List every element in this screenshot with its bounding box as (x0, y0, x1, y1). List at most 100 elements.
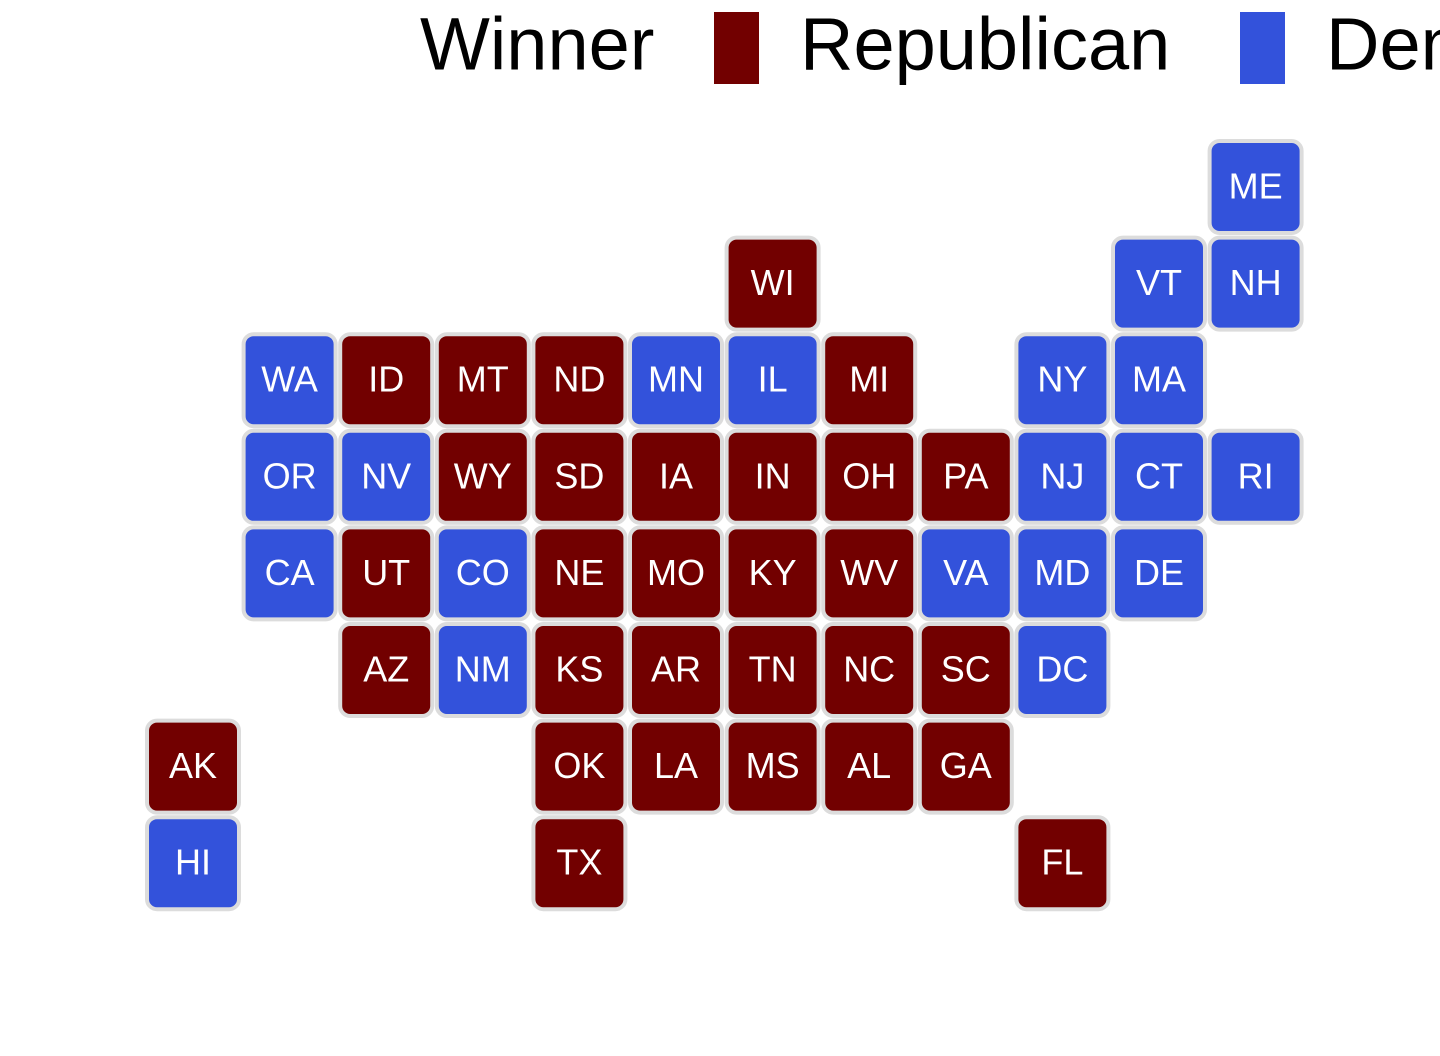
state-tile (724, 428, 821, 525)
state-label: UT (362, 552, 410, 593)
state-label: IA (659, 455, 693, 496)
state-tile (434, 622, 531, 718)
state-tile (145, 815, 241, 912)
state-label: TX (556, 842, 602, 883)
state-label: RI (1238, 455, 1274, 496)
state-tile (1014, 428, 1111, 525)
state-label: OH (842, 455, 896, 496)
state-label: AK (169, 745, 217, 786)
state-tile (531, 428, 628, 525)
state-tile (821, 525, 918, 622)
state-label: AL (847, 745, 891, 786)
state-label: ND (553, 359, 605, 400)
state-tile (724, 718, 821, 815)
state-label: NJ (1040, 455, 1084, 496)
state-tile (724, 525, 821, 622)
state-label: TN (749, 649, 797, 690)
state-tile (241, 525, 338, 622)
state-tile (1014, 332, 1111, 429)
state-label: WV (840, 552, 898, 593)
state-label: CA (265, 552, 315, 593)
state-tile (1111, 525, 1207, 622)
state-tile (917, 525, 1014, 622)
state-tile (917, 428, 1014, 525)
state-label: WA (261, 359, 318, 400)
state-tile (628, 718, 724, 815)
state-label: HI (175, 842, 211, 883)
state-label: NC (843, 649, 895, 690)
state-label: NY (1037, 359, 1087, 400)
state-label: OR (263, 455, 317, 496)
state-tile (338, 525, 435, 622)
state-label: NE (554, 552, 604, 593)
legend-label: Democrat (1326, 3, 1440, 86)
state-label: MO (647, 552, 705, 593)
state-label: PA (943, 455, 988, 496)
state-label: MN (648, 359, 704, 400)
state-label: KY (749, 552, 797, 593)
state-label: DC (1036, 649, 1088, 690)
state-tile (821, 428, 918, 525)
state-label: KS (555, 649, 603, 690)
state-tile (821, 718, 918, 815)
state-tile (1207, 235, 1304, 332)
state-tile (1014, 622, 1111, 718)
state-tile (1111, 332, 1207, 429)
state-tile (434, 428, 531, 525)
state-tile (628, 332, 724, 429)
state-label: SC (941, 649, 991, 690)
state-tile (628, 525, 724, 622)
state-tile (628, 622, 724, 718)
state-tile (531, 622, 628, 718)
state-label: IN (755, 455, 791, 496)
state-tile (821, 332, 918, 429)
state-tile (917, 622, 1014, 718)
state-label: LA (654, 745, 698, 786)
state-label: NM (455, 649, 511, 690)
state-label: NH (1230, 262, 1282, 303)
state-label: IL (758, 359, 788, 400)
state-tile (145, 718, 241, 815)
state-tile (1014, 525, 1111, 622)
state-label: FL (1041, 842, 1083, 883)
state-tile (531, 525, 628, 622)
state-label: WI (751, 262, 795, 303)
legend-label: Republican (800, 3, 1170, 86)
state-label: AR (651, 649, 701, 690)
state-label: CO (456, 552, 510, 593)
state-tile (531, 815, 628, 912)
state-label: VA (943, 552, 988, 593)
state-label: AZ (363, 649, 409, 690)
state-tile (724, 332, 821, 429)
state-label: ME (1229, 166, 1283, 207)
state-tile (724, 622, 821, 718)
state-tile (1207, 428, 1304, 525)
state-label: ID (368, 359, 404, 400)
state-label: MA (1132, 359, 1186, 400)
state-tile (531, 718, 628, 815)
state-tile (338, 622, 435, 718)
state-tile (821, 622, 918, 718)
state-tile (434, 332, 531, 429)
state-tile (241, 428, 338, 525)
state-label: GA (940, 745, 992, 786)
state-tile (338, 428, 435, 525)
legend-title: Winner (420, 3, 654, 86)
state-label: DE (1134, 552, 1184, 593)
state-tile (1111, 428, 1207, 525)
state-tile (1207, 139, 1304, 235)
state-label: MT (457, 359, 509, 400)
state-tile (241, 332, 338, 429)
state-tile (917, 718, 1014, 815)
state-tile (724, 235, 821, 332)
state-tile (628, 428, 724, 525)
state-label: MS (746, 745, 800, 786)
state-tile (1111, 235, 1207, 332)
state-label: WY (454, 455, 512, 496)
state-tile (434, 525, 531, 622)
state-label: SD (554, 455, 604, 496)
state-label: CT (1135, 455, 1183, 496)
state-label: VT (1136, 262, 1182, 303)
